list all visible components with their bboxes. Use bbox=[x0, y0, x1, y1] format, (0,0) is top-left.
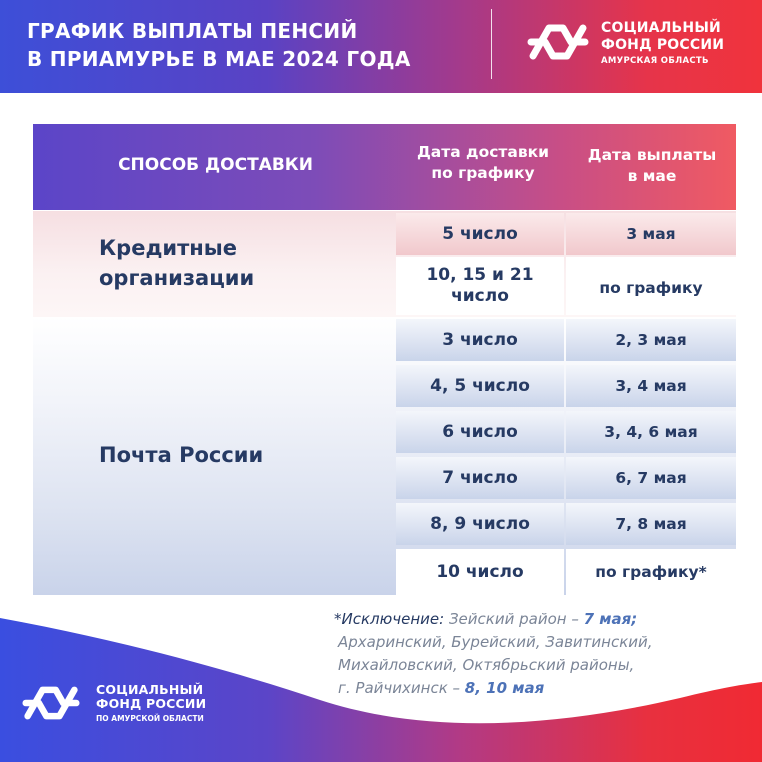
table-cell-delivery: 6 число bbox=[396, 411, 564, 453]
group-label-credit: Кредитные организации bbox=[99, 233, 254, 293]
footer-brand-line-2: ФОНД РОССИИ bbox=[96, 696, 207, 711]
table-cell-delivery: 3 число bbox=[396, 319, 564, 361]
header-divider bbox=[491, 9, 492, 79]
table-cell-payment: 3, 4, 6 мая bbox=[566, 411, 736, 453]
header-brand: СОЦИАЛЬНЫЙ ФОНД РОССИИ АМУРСКАЯ ОБЛАСТЬ bbox=[601, 20, 724, 68]
note-line1-text: Зейский район – bbox=[444, 610, 584, 628]
table-cell-delivery: 10 число bbox=[396, 549, 564, 595]
exception-note: *Исключение: Зейский район – 7 мая; Арха… bbox=[334, 608, 749, 700]
table-cell-delivery: 7 число bbox=[396, 457, 564, 499]
brand-line-2: ФОНД РОССИИ bbox=[601, 37, 725, 53]
group-russian-post: Почта России bbox=[33, 317, 736, 595]
col-header-payment-line1: Дата выплаты bbox=[587, 146, 717, 164]
table-cell-payment: по графику* bbox=[566, 549, 736, 595]
page-title: ГРАФИК ВЫПЛАТЫ ПЕНСИЙ В ПРИАМУРЬЕ В МАЕ … bbox=[27, 17, 411, 73]
group-label-credit-line2: организации bbox=[99, 266, 255, 290]
note-line4-highlight: 8, 10 мая bbox=[464, 679, 545, 697]
sfr-footer-logo-icon bbox=[22, 686, 80, 720]
note-line4-text: г. Райчихинск – bbox=[338, 679, 465, 697]
delivery-line-2: число bbox=[451, 286, 509, 306]
col-header-delivery-line2: по графику bbox=[431, 164, 535, 182]
note-line1-highlight: 7 мая; bbox=[583, 610, 638, 628]
table-cell-delivery: 10, 15 и 21 число bbox=[396, 257, 564, 315]
table-cell-payment: 6, 7 мая bbox=[566, 457, 736, 499]
table-cell-payment: 3, 4 мая bbox=[566, 365, 736, 407]
footer-banner bbox=[0, 600, 762, 762]
brand-line-1: СОЦИАЛЬНЫЙ bbox=[601, 20, 721, 36]
group-label-credit-line1: Кредитные bbox=[99, 236, 238, 260]
col-header-payment: Дата выплаты в мае bbox=[568, 145, 736, 187]
table-cell-payment: 3 мая bbox=[566, 213, 736, 255]
table-header: СПОСОБ ДОСТАВКИ Дата доставки по графику… bbox=[33, 124, 736, 210]
col-header-delivery-line1: Дата доставки bbox=[416, 143, 550, 161]
table-cell-payment: 2, 3 мая bbox=[566, 319, 736, 361]
col-header-payment-line2: в мае bbox=[627, 167, 677, 185]
note-lead: *Исключение: bbox=[334, 610, 445, 628]
sfr-logo-icon bbox=[527, 24, 589, 60]
group-label-post: Почта России bbox=[99, 443, 264, 467]
footer-brand-region: ПО АМУРСКОЙ ОБЛАСТИ bbox=[96, 714, 204, 723]
col-header-method: СПОСОБ ДОСТАВКИ bbox=[118, 155, 313, 175]
table-cell-payment: по графику bbox=[566, 257, 736, 315]
note-line-3: Михайловский, Октябрьский районы, bbox=[338, 656, 635, 674]
note-line-2: Архаринский, Бурейский, Завитинский, bbox=[338, 633, 653, 651]
title-line-1: ГРАФИК ВЫПЛАТЫ ПЕНСИЙ bbox=[27, 19, 358, 43]
table-cell-delivery: 8, 9 число bbox=[396, 503, 564, 545]
table-cell-delivery: 5 число bbox=[396, 213, 564, 255]
brand-region: АМУРСКАЯ ОБЛАСТЬ bbox=[601, 56, 709, 66]
header-banner: ГРАФИК ВЫПЛАТЫ ПЕНСИЙ В ПРИАМУРЬЕ В МАЕ … bbox=[0, 0, 762, 93]
title-line-2: В ПРИАМУРЬЕ В МАЕ 2024 ГОДА bbox=[27, 47, 411, 71]
table-cell-payment: 7, 8 мая bbox=[566, 503, 736, 545]
delivery-line-1: 10, 15 и 21 bbox=[426, 265, 534, 285]
col-header-delivery: Дата доставки по графику bbox=[400, 142, 566, 184]
footer-wave-shape bbox=[0, 618, 762, 762]
note-line-4: г. Райчихинск – 8, 10 мая bbox=[334, 677, 749, 700]
footer-brand-line-1: СОЦИАЛЬНЫЙ bbox=[96, 682, 204, 697]
footer-brand: СОЦИАЛЬНЫЙ ФОНД РОССИИ ПО АМУРСКОЙ ОБЛАС… bbox=[96, 683, 206, 725]
note-line-1: *Исключение: Зейский район – 7 мая; bbox=[334, 608, 749, 631]
table-cell-delivery: 4, 5 число bbox=[396, 365, 564, 407]
